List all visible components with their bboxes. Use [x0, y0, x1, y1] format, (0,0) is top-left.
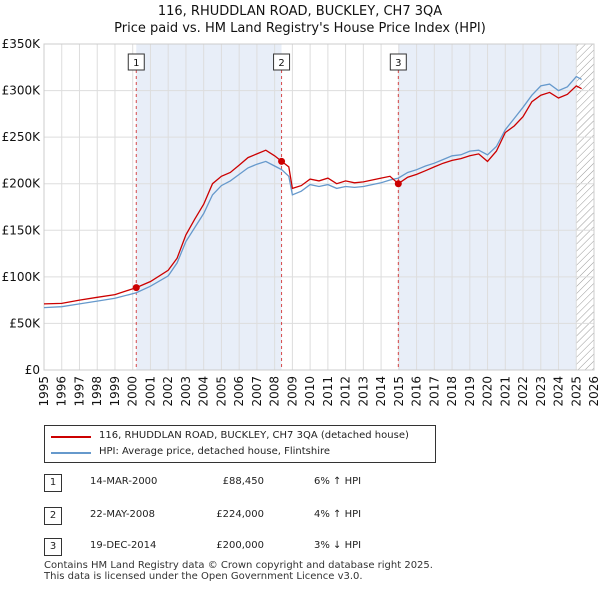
x-tick-label: 2023 — [534, 376, 548, 407]
marker-box — [273, 53, 291, 71]
x-tick-label: 1996 — [55, 376, 69, 407]
x-tick-label: 2010 — [303, 376, 317, 407]
hpi-series-line — [43, 75, 582, 309]
y-tick-label: £50K — [9, 316, 41, 330]
x-tick-label: 2026 — [587, 376, 600, 407]
marker-box — [389, 53, 407, 71]
annotation-price: £88,450 — [222, 476, 264, 487]
ownership-shade-1 — [136, 44, 282, 370]
x-tick-label: 2025 — [569, 376, 583, 407]
x-tick-label: 2014 — [374, 376, 388, 407]
plot-border — [43, 43, 595, 371]
y-tick-label: £300K — [2, 84, 42, 98]
property-series-line — [43, 85, 582, 305]
marker-label: 2 — [278, 58, 284, 69]
x-tick-label: 2003 — [179, 376, 193, 407]
marker-label: 1 — [133, 58, 139, 69]
annotation-price: £224,000 — [216, 509, 264, 520]
annotation-row-2: 2 22-MAY-2008 £224,000 4% ↑ HPI — [44, 507, 444, 525]
x-tick-label: 2017 — [427, 376, 441, 407]
x-tick-label: 1998 — [90, 376, 104, 407]
footer-attribution: Contains HM Land Registry data © Crown c… — [44, 560, 433, 582]
annotation-price: £200,000 — [216, 540, 264, 551]
x-tick-label: 2012 — [339, 376, 353, 407]
x-tick-label: 2005 — [214, 376, 228, 407]
x-tick-label: 1997 — [72, 376, 86, 407]
chart-title: 116, RHUDDLAN ROAD, BUCKLEY, CH7 3QA — [158, 4, 442, 19]
legend-item-hpi: HPI: Average price, detached house, Flin… — [51, 445, 431, 461]
forecast-hatch — [576, 44, 594, 370]
sale-point — [132, 284, 140, 292]
legend-label-hpi: HPI: Average price, detached house, Flin… — [99, 446, 331, 457]
legend-swatch-property — [51, 436, 91, 438]
footer-line-2: This data is licensed under the Open Gov… — [44, 571, 363, 582]
y-tick-label: £350K — [2, 37, 42, 51]
x-tick-label: 2020 — [481, 376, 495, 407]
annotation-row-1: 1 14-MAR-2000 £88,450 6% ↑ HPI — [44, 474, 444, 492]
x-tick-label: 2024 — [552, 376, 566, 407]
x-tick-label: 2016 — [410, 376, 424, 407]
x-tick-label: 2006 — [232, 376, 246, 407]
annotation-row-3: 3 19-DEC-2014 £200,000 3% ↓ HPI — [44, 538, 444, 556]
x-tick-label: 2009 — [285, 376, 299, 407]
x-tick-label: 2004 — [197, 376, 211, 407]
x-tick-label: 1995 — [37, 376, 51, 407]
x-tick-label: 2002 — [161, 376, 175, 407]
footer-line-1: Contains HM Land Registry data © Crown c… — [44, 560, 433, 571]
annotation-date: 22-MAY-2008 — [90, 509, 156, 520]
y-tick-label: £0 — [25, 363, 40, 377]
y-tick-label: £150K — [2, 223, 42, 237]
x-tick-label: 2001 — [143, 376, 157, 407]
x-tick-label: 2019 — [463, 376, 477, 407]
annotation-hpi: 6% ↑ HPI — [314, 476, 362, 487]
sale-point — [278, 157, 286, 165]
annotation-number: 3 — [44, 538, 62, 556]
legend-label-property: 116, RHUDDLAN ROAD, BUCKLEY, CH7 3QA (de… — [99, 430, 409, 441]
annotation-number: 2 — [44, 507, 62, 525]
x-tick-label: 2000 — [126, 376, 140, 407]
marker-label: 3 — [395, 58, 401, 69]
x-tick-label: 2021 — [498, 376, 512, 407]
chart-legend: 116, RHUDDLAN ROAD, BUCKLEY, CH7 3QA (de… — [44, 425, 436, 463]
y-tick-label: £100K — [2, 270, 42, 284]
x-tick-label: 2008 — [268, 376, 282, 407]
y-tick-label: £200K — [2, 177, 42, 191]
chart-subtitle: Price paid vs. HM Land Registry's House … — [114, 21, 486, 36]
legend-swatch-hpi — [51, 452, 91, 454]
annotation-date: 14-MAR-2000 — [90, 476, 158, 487]
annotation-date: 19-DEC-2014 — [90, 540, 157, 551]
annotation-hpi: 4% ↑ HPI — [314, 509, 362, 520]
x-tick-label: 2007 — [250, 376, 264, 407]
x-tick-label: 2015 — [392, 376, 406, 407]
y-tick-label: £250K — [2, 130, 42, 144]
x-tick-label: 2022 — [516, 376, 530, 407]
annotation-number: 1 — [44, 474, 62, 492]
marker-box — [127, 53, 145, 71]
x-tick-label: 1999 — [108, 376, 122, 407]
x-tick-label: 2013 — [356, 376, 370, 407]
legend-item-property: 116, RHUDDLAN ROAD, BUCKLEY, CH7 3QA (de… — [51, 429, 431, 445]
sale-point — [394, 180, 402, 188]
x-tick-label: 2011 — [321, 376, 335, 407]
annotation-hpi: 3% ↓ HPI — [314, 540, 362, 551]
x-tick-label: 2018 — [445, 376, 459, 407]
price-chart: 116, RHUDDLAN ROAD, BUCKLEY, CH7 3QA Pri… — [2, 4, 600, 407]
